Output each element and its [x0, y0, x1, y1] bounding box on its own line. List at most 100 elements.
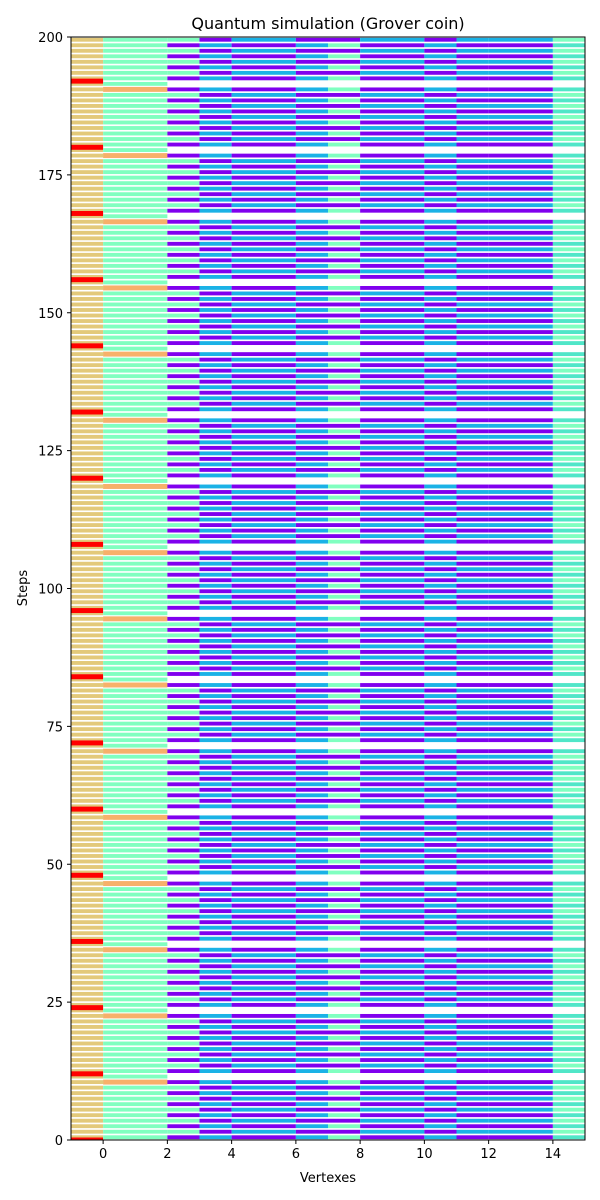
heatmap-cell-11 [552, 1102, 585, 1107]
heatmap-cell-5 [295, 1096, 328, 1101]
heatmap-cell-6 [328, 975, 361, 980]
heatmap-cell-7 [360, 170, 425, 175]
heatmap-cell-2 [167, 749, 200, 754]
heatmap-cell-0 [71, 241, 104, 246]
heatmap-cell-2 [167, 131, 200, 136]
heatmap-cell-10 [488, 495, 553, 500]
heatmap-cell-9 [456, 705, 489, 710]
heatmap-cell-11 [552, 225, 585, 230]
heatmap-cell-4 [231, 771, 296, 776]
heatmap-cell-8 [424, 776, 457, 781]
heatmap-cell-8 [424, 975, 457, 980]
heatmap-cell-10 [488, 456, 553, 461]
heatmap-cell-6 [328, 666, 361, 671]
heatmap-cell-11 [552, 1041, 585, 1046]
heatmap-cell-8 [424, 666, 457, 671]
heatmap-cell-0 [71, 749, 104, 754]
heatmap-cell-7 [360, 820, 425, 825]
heatmap-cell-10 [488, 1129, 553, 1134]
heatmap-cell-8 [424, 1118, 457, 1123]
heatmap-cell-1 [103, 600, 168, 605]
heatmap-cell-0 [71, 1135, 104, 1140]
heatmap-cell-2 [167, 826, 200, 831]
heatmap-cell-8 [424, 429, 457, 434]
heatmap-cell-7 [360, 429, 425, 434]
heatmap-cell-3 [199, 782, 232, 787]
heatmap-cell-10 [488, 506, 553, 511]
heatmap-cell-3 [199, 302, 232, 307]
heatmap-cell-11 [552, 1118, 585, 1123]
heatmap-cell-3 [199, 754, 232, 759]
heatmap-cell-5 [295, 203, 328, 208]
heatmap-cell-3 [199, 909, 232, 914]
heatmap-cell-2 [167, 54, 200, 59]
heatmap-cell-4 [231, 456, 296, 461]
heatmap-cell-1 [103, 379, 168, 384]
heatmap-cell-5 [295, 104, 328, 108]
heatmap-cell-6 [328, 782, 361, 787]
heatmap-cell-2 [167, 589, 200, 594]
heatmap-cell-0 [71, 159, 104, 164]
heatmap-cell-2 [167, 142, 200, 147]
heatmap-cell-8 [424, 1036, 457, 1040]
heatmap-cell-2 [167, 76, 200, 81]
heatmap-cell-11 [552, 903, 585, 908]
heatmap-cell-10 [488, 843, 553, 847]
heatmap-cell-10 [488, 357, 553, 362]
heatmap-cell-0 [71, 479, 104, 483]
heatmap-cell-6 [328, 771, 361, 776]
heatmap-cell-3 [199, 258, 232, 263]
heatmap-cell-10 [488, 738, 553, 743]
heatmap-cell-1 [103, 892, 168, 897]
heatmap-cell-3 [199, 991, 232, 996]
heatmap-cell-1 [103, 1063, 168, 1068]
heatmap-cell-2 [167, 495, 200, 500]
heatmap-cell-4 [231, 925, 296, 930]
heatmap-cell-4 [231, 120, 296, 125]
heatmap-cell-9 [456, 357, 489, 362]
heatmap-cell-7 [360, 423, 425, 428]
heatmap-cell-1 [103, 203, 168, 208]
heatmap-cell-3 [199, 385, 232, 390]
heatmap-cell-7 [360, 683, 425, 687]
heatmap-cell-0 [71, 286, 104, 290]
heatmap-cell-4 [231, 1002, 296, 1007]
heatmap-cell-10 [488, 1036, 553, 1040]
heatmap-cell-6 [328, 854, 361, 858]
heatmap-cell-0 [71, 396, 104, 401]
heatmap-cell-1 [103, 490, 168, 494]
heatmap-cell-4 [231, 815, 296, 820]
heatmap-cell-0 [71, 936, 104, 941]
heatmap-cell-10 [488, 269, 553, 274]
heatmap-accent-1 [103, 682, 168, 688]
heatmap-cell-9 [456, 297, 489, 301]
heatmap-cell-10 [488, 732, 553, 737]
heatmap-cell-8 [424, 727, 457, 732]
heatmap-cell-8 [424, 831, 457, 836]
heatmap-cell-2 [167, 501, 200, 505]
heatmap-cell-0 [71, 297, 104, 301]
heatmap-cell-4 [231, 164, 296, 169]
heatmap-cell-9 [456, 92, 489, 97]
heatmap-cell-2 [167, 440, 200, 445]
x-tick-label: 4 [227, 1147, 235, 1162]
heatmap-cell-3 [199, 870, 232, 875]
heatmap-cell-0 [71, 931, 104, 936]
heatmap-cell-8 [424, 997, 457, 1002]
heatmap-cell-9 [456, 186, 489, 191]
heatmap-cell-4 [231, 1118, 296, 1123]
heatmap-cell-6 [328, 440, 361, 445]
heatmap-cell-8 [424, 159, 457, 164]
heatmap-cell-6 [328, 694, 361, 698]
heatmap-cell-7 [360, 947, 425, 952]
heatmap-cell-3 [199, 694, 232, 698]
heatmap-cell-11 [552, 782, 585, 787]
heatmap-cell-8 [424, 37, 457, 42]
heatmap-cell-4 [231, 37, 296, 42]
heatmap-cell-1 [103, 252, 168, 257]
heatmap-cell-1 [103, 583, 168, 588]
heatmap-cell-4 [231, 1063, 296, 1068]
heatmap-cell-4 [231, 738, 296, 743]
heatmap-cell-6 [328, 473, 361, 478]
heatmap-cell-11 [552, 953, 585, 958]
